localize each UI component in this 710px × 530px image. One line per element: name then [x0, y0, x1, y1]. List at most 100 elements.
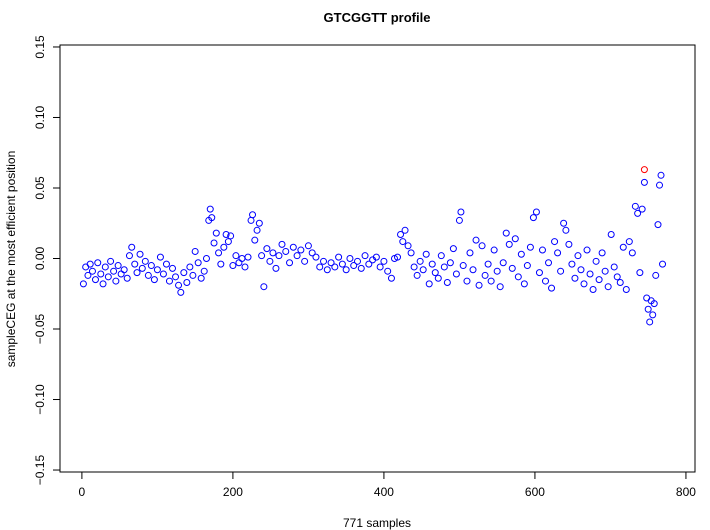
point — [150, 276, 158, 284]
point — [120, 266, 128, 274]
point — [580, 280, 588, 288]
x-tick-label: 800 — [676, 485, 696, 499]
point — [79, 280, 87, 288]
point — [551, 238, 559, 246]
point — [342, 266, 350, 274]
point — [165, 277, 173, 285]
point — [169, 264, 177, 272]
x-tick-label: 200 — [223, 485, 243, 499]
point — [275, 252, 283, 260]
point — [657, 171, 665, 179]
point — [562, 226, 570, 234]
point — [327, 259, 335, 267]
point — [320, 257, 328, 265]
point — [365, 260, 373, 268]
point — [138, 264, 146, 272]
point — [571, 274, 579, 282]
point — [335, 253, 343, 261]
point — [255, 219, 263, 227]
point — [425, 280, 433, 288]
point — [654, 221, 662, 229]
point — [338, 260, 346, 268]
point — [197, 274, 205, 282]
point — [459, 262, 467, 270]
point — [404, 242, 412, 250]
point — [568, 260, 576, 268]
point — [110, 267, 118, 275]
point — [222, 231, 230, 239]
point — [529, 214, 537, 222]
point — [410, 263, 418, 271]
x-tick-label: 600 — [525, 485, 545, 499]
point — [384, 267, 392, 275]
point — [286, 259, 294, 267]
point — [346, 255, 354, 262]
y-tick-label: 0.00 — [33, 246, 47, 270]
point — [263, 245, 271, 253]
point — [278, 240, 286, 248]
point — [457, 208, 465, 216]
point — [266, 257, 274, 265]
point — [478, 242, 486, 250]
point — [652, 271, 660, 279]
point — [128, 243, 136, 251]
point — [449, 245, 457, 253]
point — [91, 276, 99, 284]
point — [114, 262, 122, 270]
point — [208, 214, 216, 222]
point — [194, 259, 202, 267]
y-tick-label: −0.10 — [33, 384, 47, 415]
point — [560, 219, 568, 227]
point — [502, 229, 510, 237]
point — [434, 274, 442, 282]
point — [401, 226, 409, 234]
point — [399, 238, 407, 246]
point — [312, 253, 320, 261]
point — [387, 274, 395, 282]
point — [514, 273, 522, 281]
chart-title: GTCGGTT profile — [324, 10, 431, 25]
point — [125, 252, 133, 260]
y-tick-label: −0.15 — [33, 455, 47, 486]
point — [191, 247, 199, 255]
point — [545, 259, 553, 267]
point — [241, 263, 249, 271]
point — [463, 277, 471, 285]
point — [357, 264, 365, 272]
point — [331, 263, 339, 271]
point — [253, 226, 261, 234]
point — [625, 238, 633, 246]
point — [397, 231, 405, 239]
point — [376, 263, 384, 271]
point — [644, 305, 652, 313]
point — [251, 236, 259, 244]
point — [631, 202, 639, 210]
point — [293, 252, 301, 260]
point — [538, 246, 546, 254]
point — [440, 263, 448, 271]
point — [577, 266, 585, 274]
point — [659, 260, 667, 268]
x-tick-label: 400 — [374, 485, 394, 499]
point — [656, 181, 664, 189]
point — [289, 243, 297, 251]
point — [511, 235, 519, 243]
point — [159, 270, 167, 278]
point — [136, 250, 144, 258]
point — [493, 267, 501, 275]
point — [249, 211, 257, 219]
point — [297, 246, 305, 254]
point — [592, 257, 600, 265]
y-tick-label: −0.05 — [33, 314, 47, 345]
point — [649, 311, 657, 319]
point — [88, 267, 96, 275]
point — [469, 266, 477, 274]
y-tick-label: 0.05 — [33, 176, 47, 200]
point — [446, 259, 454, 267]
point — [616, 278, 624, 286]
point — [413, 271, 421, 279]
point — [646, 318, 654, 326]
point — [496, 283, 504, 291]
